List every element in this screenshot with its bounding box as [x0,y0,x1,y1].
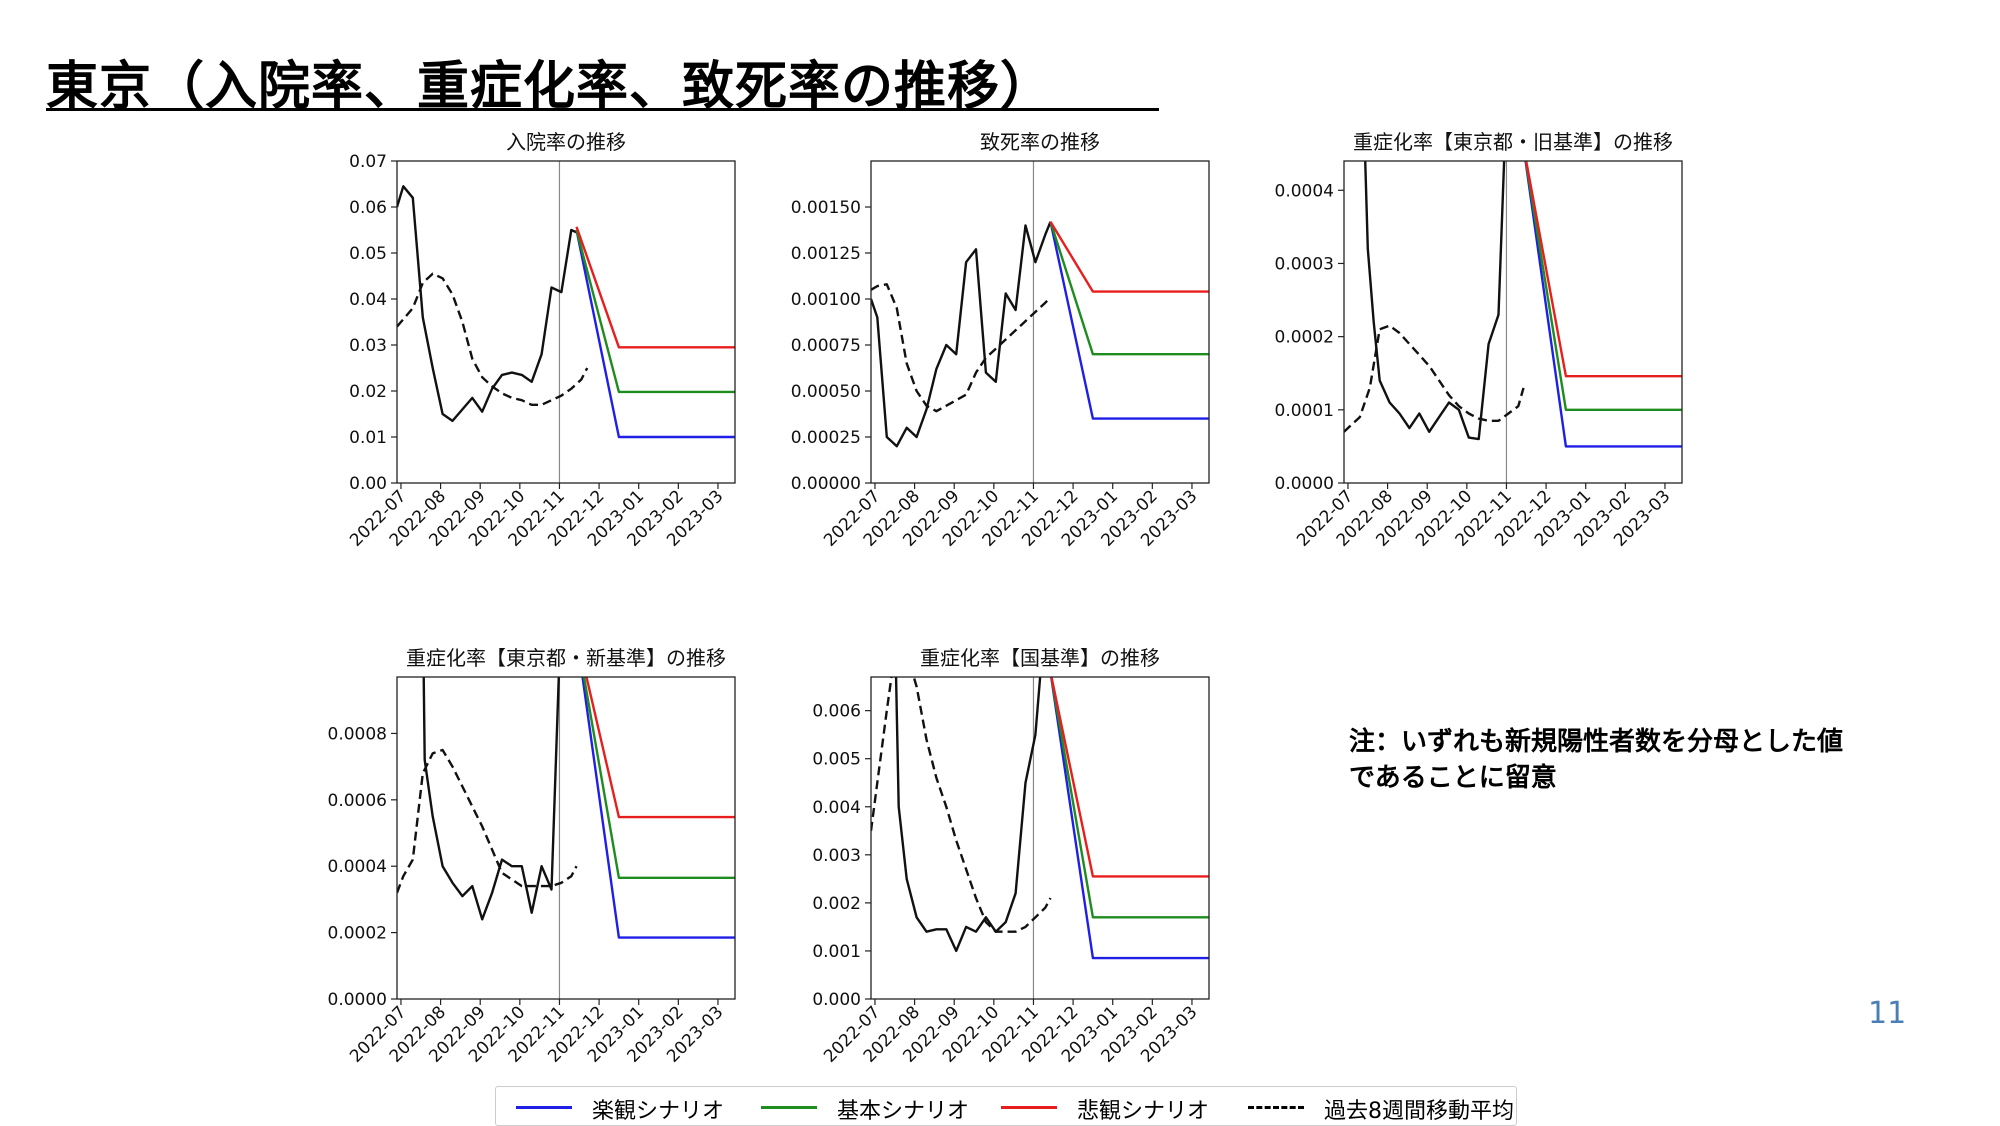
y-tick-label: 0.00150 [791,198,861,218]
y-tick-label: 0.001 [812,942,861,962]
y-tick-label: 0.0003 [1275,254,1334,274]
series-base [582,677,735,879]
series-ma [397,272,589,406]
legend-swatch-pessimistic [1001,1106,1057,1109]
y-tick-label: 0.006 [812,702,861,722]
legend-label-moving-average: 過去8週間移動平均 [1324,1099,1514,1124]
footnote-line-2: であることに留意 [1349,763,1557,793]
y-tick-label: 0.0000 [1275,474,1334,494]
series-ma [397,748,578,894]
series-optimistic [581,677,735,939]
y-tick-label: 0.00050 [791,382,861,402]
y-tick-label: 0.00125 [791,244,861,264]
series-optimistic [1524,161,1682,448]
series-optimistic [575,229,735,439]
y-tick-label: 0.0002 [1275,328,1334,348]
y-tick-label: 0.0004 [1275,181,1334,201]
y-tick-label: 0.002 [812,894,861,914]
title-underline [46,108,1159,111]
series-actual [894,677,1042,953]
y-tick-label: 0.005 [812,750,861,770]
y-tick-label: 0.01 [349,428,387,448]
series-actual [871,221,1052,448]
series-ma [1344,324,1525,433]
y-tick-label: 0.00025 [791,428,861,448]
legend-label-pessimistic: 悲観シナリオ [1077,1099,1210,1124]
y-tick-label: 0.003 [812,846,861,866]
y-tick-label: 0.0001 [1275,401,1334,421]
y-tick-label: 0.0000 [328,990,387,1010]
y-tick-label: 0.0002 [328,924,387,944]
y-tick-label: 0.00075 [791,336,861,356]
y-tick-label: 0.0004 [328,857,387,877]
plot-frame [1343,160,1683,484]
chart-title: 重症化率【国基準】の推移 [920,646,1160,670]
chart-title: 重症化率【東京都・旧基準】の推移 [1353,130,1673,154]
series-actual [422,677,560,921]
y-tick-label: 0.06 [349,198,387,218]
legend-swatch-moving-average [1248,1106,1304,1109]
chart-title: 致死率の推移 [980,130,1100,154]
chart-2: 致死率の推移 0.00000 0.00025 0.00050 0.00075 0.0010… [791,130,1210,551]
chart-3: 重症化率【東京都・旧基準】の推移 0.0000 0.0001 0.0002 0.0003… [1275,130,1683,551]
series-pessimistic [585,677,735,819]
legend-label-base: 基本シナリオ [837,1099,970,1124]
legend-swatch-base [761,1106,817,1109]
footnote-line-1: 注：いずれも新規陽性者数を分母とした値 [1349,727,1844,757]
y-tick-label: 0.00100 [791,290,861,310]
series-pessimistic [1050,677,1209,878]
plot-frame [396,160,736,484]
chart-1: 入院率の推移0.000.010.020.030.040.050.060.0720… [346,130,736,551]
y-tick-label: 0.0008 [328,724,387,744]
y-tick-label: 0.02 [349,382,387,402]
series-pessimistic [1049,221,1209,293]
series-optimistic [1049,221,1209,420]
y-tick-label: 0.00000 [791,474,861,494]
y-tick-label: 0.07 [349,152,387,172]
chart-4: 重症化率【東京都・新基準】の推移 0.0000 0.0002 0.0004 0.0006… [328,646,736,1067]
plot-frame [870,676,1210,1000]
y-tick-label: 0.0006 [328,791,387,811]
chart-title: 重症化率【東京都・新基準】の推移 [406,646,726,670]
series-optimistic [1049,677,1209,960]
series-base [1524,161,1682,411]
series-ma [871,283,1052,413]
series-pessimistic [575,226,735,349]
series-actual [1364,161,1506,441]
y-tick-label: 0.00 [349,474,387,494]
series-base [1049,221,1209,356]
legend-label-optimistic: 楽観シナリオ [592,1099,725,1124]
y-tick-label: 0.05 [349,244,387,264]
page-title: 東京（入院率、重症化率、致死率の推移） [46,57,1054,117]
footnote: 注：いずれも新規陽性者数を分母とした値 であることに留意 [1349,724,1843,796]
y-tick-label: 0.000 [812,990,861,1010]
series-base [1050,677,1209,919]
plot-frame [870,160,1210,484]
y-tick-label: 0.04 [349,290,387,310]
chart-5: 重症化率【国基準】の推移 0.000 0.001 0.002 0.003 0.004 0.0… [812,646,1210,1067]
series-pessimistic [1524,161,1682,378]
series-ma [871,677,1052,933]
series-actual [397,185,577,423]
chart-legend: 楽観シナリオ 基本シナリオ 悲観シナリオ 過去8週間移動平均 [495,1086,1517,1126]
series-base [575,229,735,394]
chart-title: 入院率の推移 [506,130,626,154]
page-number: 11 [1868,996,1907,1031]
y-tick-label: 0.03 [349,336,387,356]
plot-frame [396,676,736,1000]
legend-swatch-optimistic [516,1106,572,1109]
y-tick-label: 0.004 [812,798,861,818]
